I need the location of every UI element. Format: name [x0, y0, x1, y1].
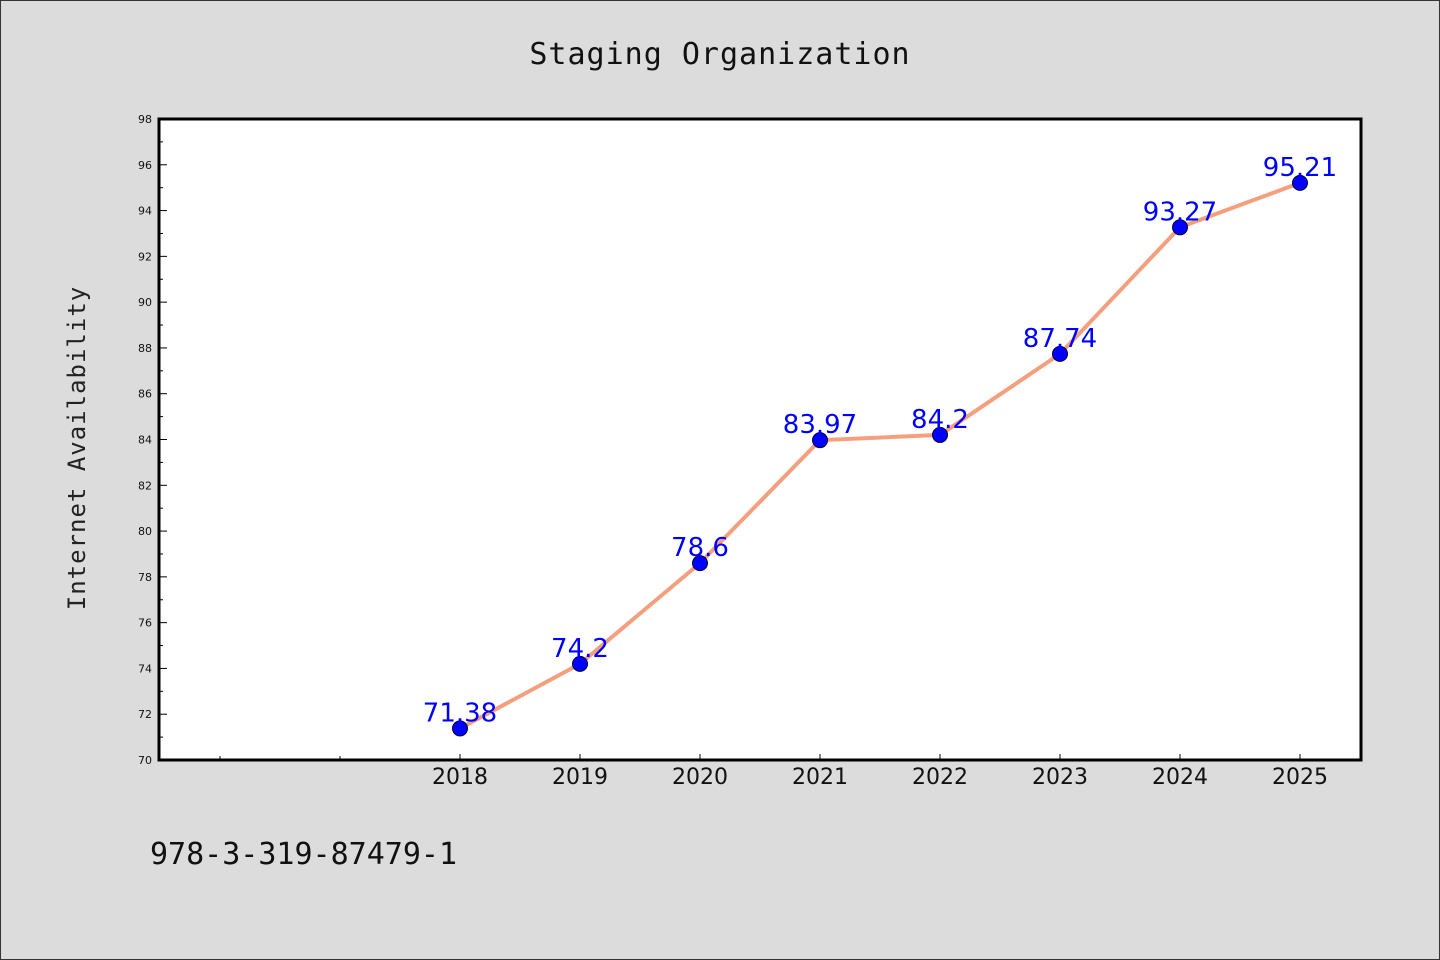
y-tick-label: 86	[138, 388, 152, 401]
y-tick-label: 84	[138, 434, 152, 447]
y-tick-label: 98	[138, 113, 152, 126]
y-tick-label: 94	[138, 205, 152, 218]
data-label: 83.97	[783, 410, 857, 440]
x-tick-label: 2020	[672, 765, 728, 790]
x-tick-label: 2025	[1272, 765, 1328, 790]
y-tick-label: 70	[138, 754, 152, 767]
data-label: 93.27	[1143, 197, 1217, 227]
y-tick-label: 82	[138, 479, 152, 492]
y-tick-label: 76	[138, 617, 152, 630]
x-tick-label: 2021	[792, 765, 848, 790]
data-label: 74.2	[551, 634, 609, 664]
data-label: 95.21	[1263, 153, 1337, 183]
chart-title: Staging Organization	[529, 37, 910, 72]
x-tick-label: 2024	[1152, 765, 1208, 790]
data-point	[692, 555, 708, 572]
data-labels-group: 71.38 74.2 78.6 83.97 84.2 87.74 93.27 95.21	[423, 153, 1337, 729]
data-label: 87.74	[1023, 324, 1097, 354]
plot-area	[157, 117, 1363, 762]
data-point	[1172, 219, 1188, 236]
x-tick-label: 2022	[912, 765, 968, 790]
x-tick-label: 2019	[552, 765, 608, 790]
x-axis-ticks: 2018 2019 2020 2021 2022 2023 2024 2025	[219, 754, 1328, 790]
series-line-group	[452, 174, 1308, 737]
footer-isbn: 978-3-319-87479-1	[150, 837, 457, 872]
series-line	[459, 180, 1301, 731]
y-tick-label: 78	[138, 571, 152, 584]
y-tick-label: 90	[138, 296, 152, 309]
data-point	[572, 655, 588, 672]
y-tick-label: 72	[138, 708, 152, 721]
data-point	[1052, 345, 1068, 362]
data-point	[932, 426, 948, 443]
y-tick-label: 80	[138, 525, 152, 538]
data-point	[812, 432, 828, 449]
x-tick-label: 2018	[432, 765, 488, 790]
y-tick-label: 96	[138, 159, 152, 172]
y-tick-label: 88	[138, 342, 152, 355]
data-label: 84.2	[911, 405, 969, 435]
y-axis-label: Internet Availability	[63, 286, 91, 610]
data-label: 71.38	[423, 698, 497, 728]
y-axis-ticks: 70 72 74 76 78 80 82 84 86 88 90 92 94 96 98	[138, 113, 167, 767]
data-point	[452, 720, 468, 737]
y-tick-label: 74	[138, 662, 152, 675]
x-tick-label: 2023	[1032, 765, 1088, 790]
data-label: 78.6	[671, 533, 729, 563]
data-point	[1292, 174, 1308, 191]
y-tick-label: 92	[138, 250, 152, 263]
